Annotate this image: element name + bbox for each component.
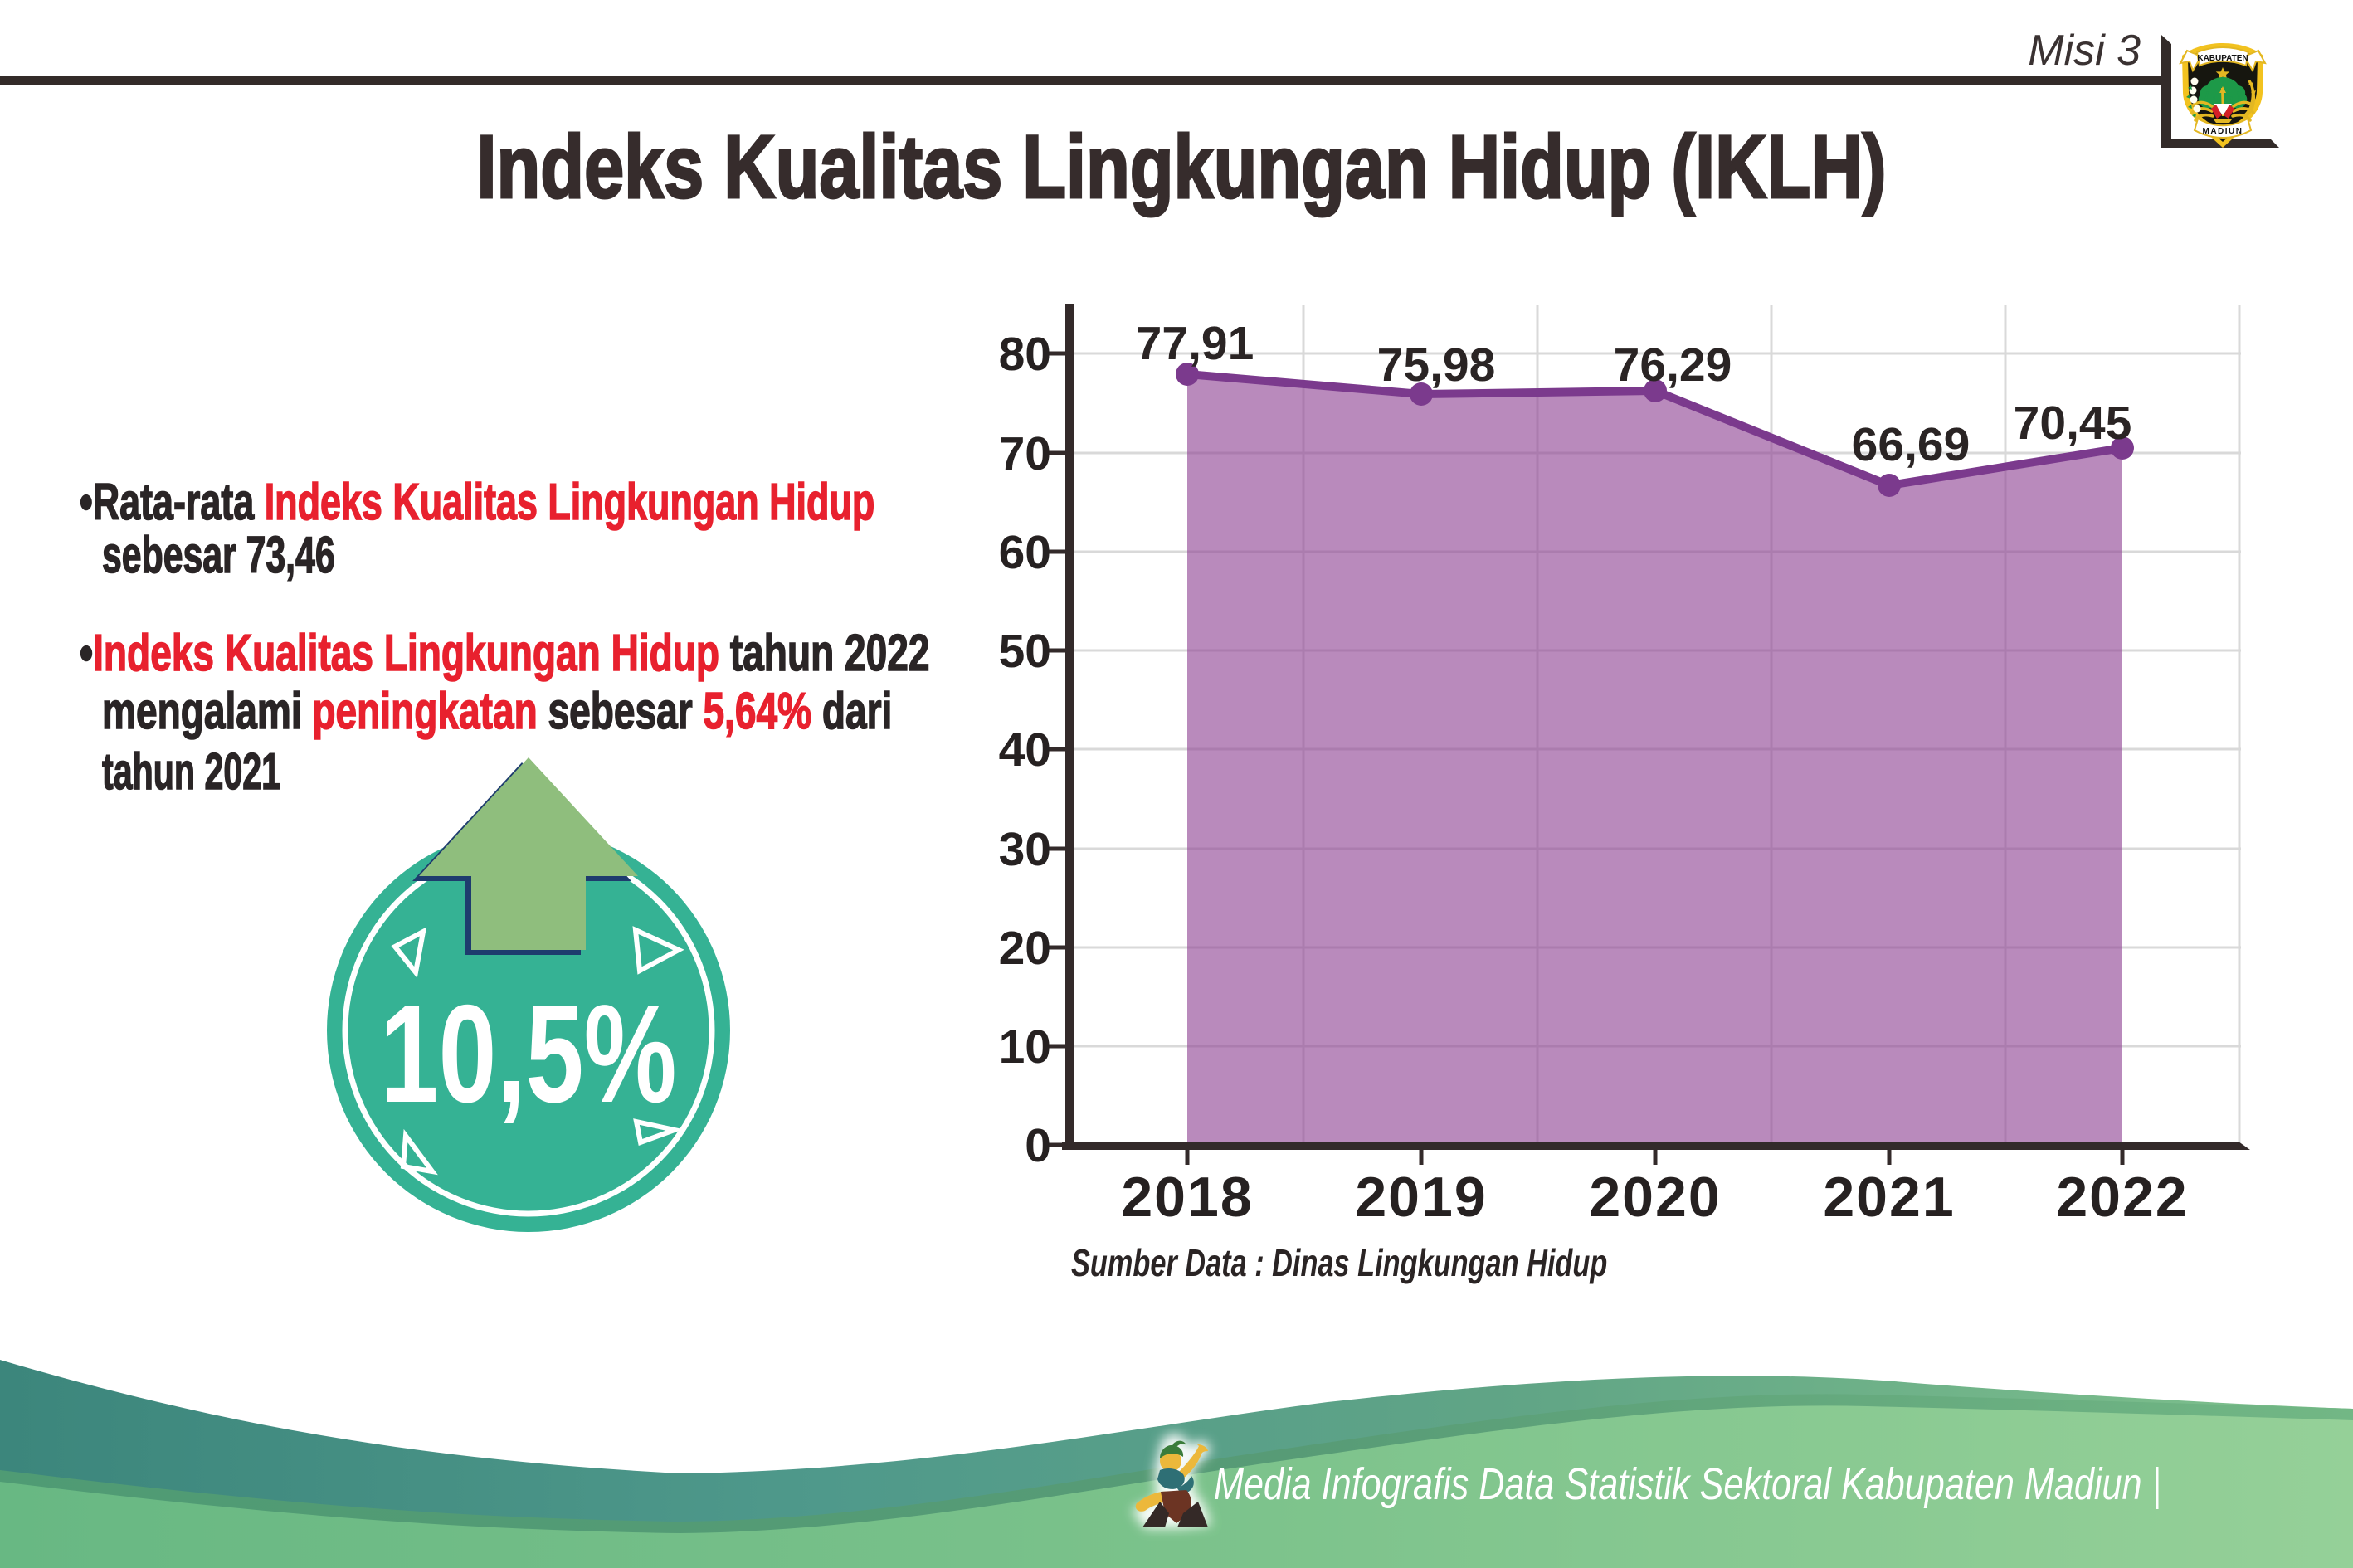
svg-text:2020: 2020 <box>1589 1166 1721 1229</box>
svg-text:2018: 2018 <box>1121 1166 1253 1229</box>
svg-text:•Indeks Kualitas Lingkungan Hi: •Indeks Kualitas Lingkungan Hidup tahun … <box>80 624 929 681</box>
svg-text:2021: 2021 <box>1823 1166 1955 1229</box>
svg-text:60: 60 <box>999 526 1051 579</box>
svg-text:tahun 2021: tahun 2021 <box>102 743 280 801</box>
svg-text:Indeks Kualitas Lingkungan Hid: Indeks Kualitas Lingkungan Hidup (IKLH) <box>477 116 1887 217</box>
svg-text:Media Infografis Data Statisti: Media Infografis Data Statistik Sektoral… <box>1214 1460 2161 1510</box>
svg-text:2019: 2019 <box>1355 1166 1487 1229</box>
svg-text:Misi 3: Misi 3 <box>2028 27 2141 75</box>
svg-text:40: 40 <box>999 723 1051 777</box>
svg-text:80: 80 <box>999 328 1051 381</box>
svg-text:10: 10 <box>999 1020 1051 1074</box>
svg-text:mengalami peningkatan sebesar: mengalami peningkatan sebesar 5,64% dari <box>102 682 892 739</box>
svg-text:66,69: 66,69 <box>1852 418 1971 471</box>
svg-text:KABUPATEN: KABUPATEN <box>2197 54 2248 63</box>
svg-text:•Rata-rata Indeks Kualitas Lin: •Rata-rata Indeks Kualitas Lingkungan Hi… <box>80 474 874 531</box>
svg-text:0: 0 <box>1025 1119 1051 1172</box>
svg-text:2022: 2022 <box>2056 1166 2188 1229</box>
svg-text:Sumber Data : Dinas Lingkungan: Sumber Data : Dinas Lingkungan Hidup <box>1071 1241 1607 1284</box>
svg-text:76,29: 76,29 <box>1614 338 1732 392</box>
svg-text:50: 50 <box>999 625 1051 678</box>
svg-text:77,91: 77,91 <box>1136 317 1254 370</box>
svg-text:30: 30 <box>999 823 1051 876</box>
svg-text:20: 20 <box>999 922 1051 975</box>
svg-text:sebesar 73,46: sebesar 73,46 <box>102 527 335 584</box>
svg-text:70: 70 <box>999 427 1051 480</box>
svg-text:10,5%: 10,5% <box>380 977 676 1132</box>
svg-text:75,98: 75,98 <box>1377 338 1496 392</box>
svg-text:MADIUN: MADIUN <box>2203 127 2243 136</box>
svg-text:70,45: 70,45 <box>2014 397 2132 450</box>
